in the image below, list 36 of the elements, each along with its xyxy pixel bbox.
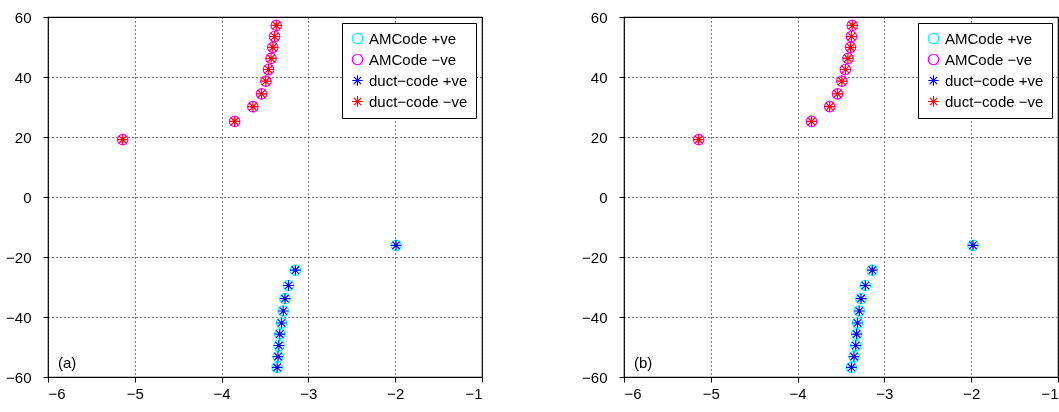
legend-label: duct−code +ve <box>945 71 1044 89</box>
y-tick-label: 20 <box>14 128 32 146</box>
legend-label: duct−code −ve <box>945 92 1044 110</box>
y-tick-label: 20 <box>590 128 608 146</box>
y-tick-label: 0 <box>599 188 608 206</box>
y-tick-label: −60 <box>6 368 32 386</box>
legend-label: duct−code −ve <box>369 92 468 110</box>
x-tick-label: −3 <box>300 384 318 402</box>
y-tick-label: −60 <box>582 368 608 386</box>
x-tick-label: −1 <box>1041 384 1059 402</box>
x-tick-label: −4 <box>789 384 807 402</box>
x-tick-label: −6 <box>48 384 66 402</box>
y-tick-label: 60 <box>590 8 608 26</box>
y-tick-label: −20 <box>582 248 608 266</box>
annotation: (a) <box>58 354 77 371</box>
legend-label: AMCode −ve <box>945 50 1033 68</box>
y-tick-label: 40 <box>14 68 32 86</box>
legend-label: AMCode +ve <box>369 29 457 47</box>
legend-label: AMCode −ve <box>369 50 457 68</box>
y-tick-label: 0 <box>23 188 32 206</box>
y-tick-label: −20 <box>6 248 32 266</box>
legend-label: duct−code +ve <box>369 71 468 89</box>
x-tick-label: −3 <box>876 384 894 402</box>
annotation: (b) <box>634 354 653 371</box>
x-tick-label: −2 <box>387 384 405 402</box>
x-tick-label: −2 <box>963 384 981 402</box>
x-tick-label: −6 <box>624 384 642 402</box>
x-tick-label: −1 <box>465 384 483 402</box>
y-tick-label: −40 <box>6 308 32 326</box>
x-tick-label: −4 <box>213 384 231 402</box>
y-tick-label: −40 <box>582 308 608 326</box>
legend-label: AMCode +ve <box>945 29 1033 47</box>
x-tick-label: −5 <box>126 384 144 402</box>
x-tick-label: −5 <box>702 384 720 402</box>
y-tick-label: 40 <box>590 68 608 86</box>
y-tick-label: 60 <box>14 8 32 26</box>
